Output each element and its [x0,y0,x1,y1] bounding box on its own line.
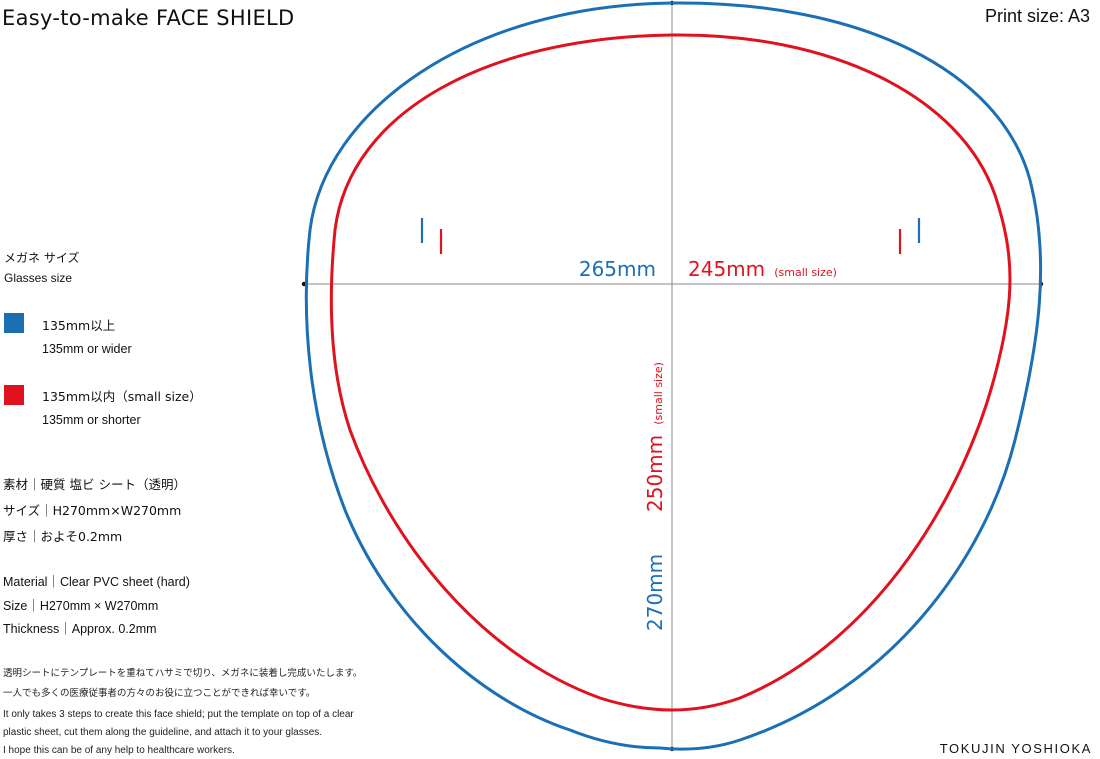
glasses-size-heading-jp: メガネ サイズ [4,251,80,265]
legend-small-label: 135mm以内（small size） [42,389,202,404]
width-large-label: 265mm [579,257,656,281]
instruction-en-line-3: I hope this can be of any help to health… [3,745,235,756]
height-small-value: 250mm [643,435,667,512]
spec-material-en: Material｜Clear PVC sheet (hard) [3,575,190,589]
instruction-jp-line-2: 一人でも多くの医療従事者の方々のお役に立つことができれば幸いです。 [3,688,316,699]
instruction-en-line-2: plastic sheet, cut them along the guidel… [3,727,323,738]
spec-material-jp: 素材｜硬質 塩ビ シート（透明） [3,477,186,492]
glasses-size-heading-en: Glasses size [4,271,73,285]
spec-thickness-en: Thickness｜Approx. 0.2mm [3,622,157,636]
spec-size-en: Size｜H270mm × W270mm [3,599,159,613]
legend-swatch-small [4,385,24,405]
large-shield-outline [304,1,1043,751]
instruction-jp-line-1: 透明シートにテンプレートを重ねてハサミで切り、メガネに装着し完成いたします。 [3,668,363,679]
legend-swatch-large [4,313,24,333]
small-shield-outline [329,33,1012,712]
height-large-label: 270mm [643,554,667,631]
print-size-label: Print size: A3 [984,6,1090,26]
width-small-value: 245mm [688,257,765,281]
instruction-en-line-1: It only takes 3 steps to create this fac… [3,709,354,720]
spec-size-jp: サイズ｜H270mm×W270mm [3,503,182,518]
height-small-label: 250mm (small size) [643,362,667,512]
legend-large-label: 135mm以上 [42,318,116,333]
designer-credit: TOKUJIN YOSHIOKA [939,741,1092,756]
height-small-note: (small size) [652,362,665,425]
legend-large-sublabel: 135mm or wider [42,342,132,356]
page-title: Easy-to-make FACE SHIELD [2,6,295,30]
width-small-note: (small size) [774,266,837,279]
width-small-label: 245mm (small size) [688,257,837,281]
spec-thickness-jp: 厚さ｜およそ0.2mm [3,529,123,544]
legend-small-sublabel: 135mm or shorter [42,413,141,427]
